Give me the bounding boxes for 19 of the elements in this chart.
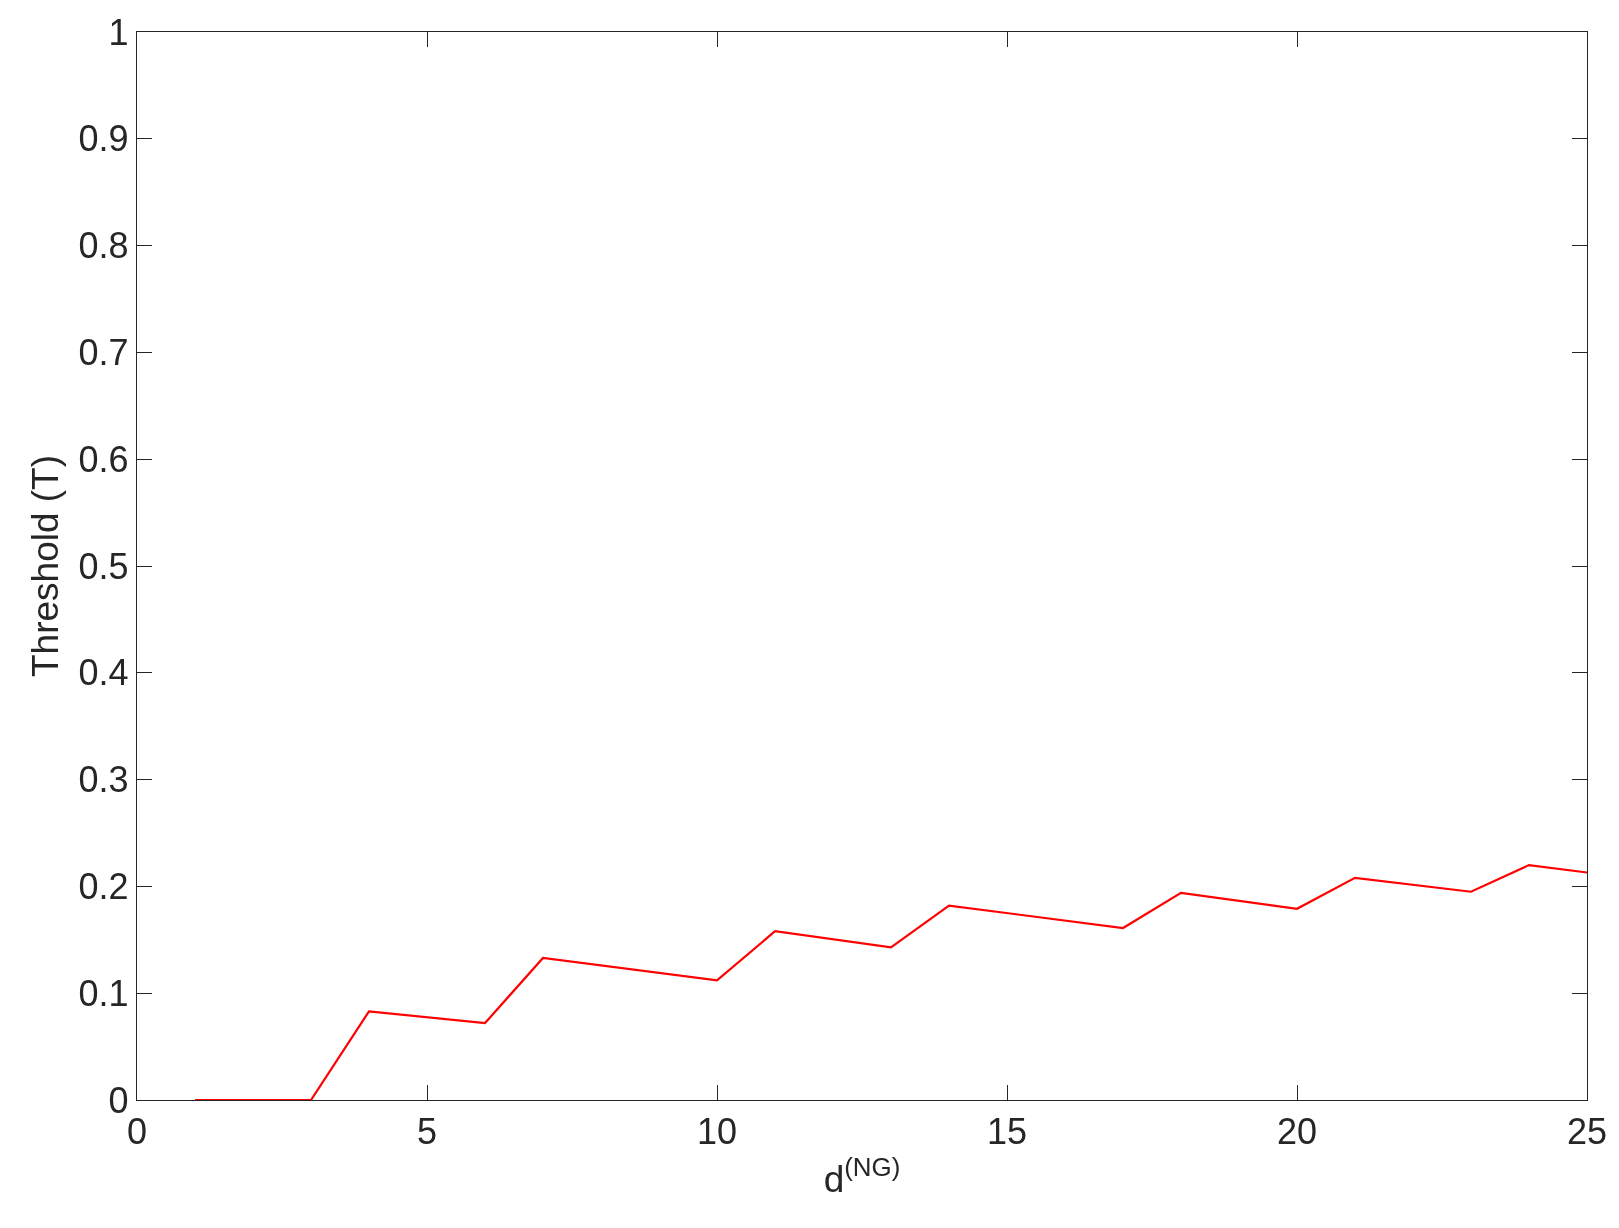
x-tick-label: 15 xyxy=(986,1111,1028,1153)
y-tick-label: 0.6 xyxy=(78,438,129,480)
x-tick-label: 5 xyxy=(416,1111,438,1153)
line-series xyxy=(193,863,1587,1100)
y-tick-label: 0.4 xyxy=(78,652,129,694)
x-tick-label: 25 xyxy=(1566,1111,1608,1153)
x-tick-label: 10 xyxy=(696,1111,738,1153)
y-tick-label: 0.7 xyxy=(78,332,129,373)
x-tick-label: 20 xyxy=(1276,1111,1318,1153)
y-tick-label: 0.9 xyxy=(78,118,129,160)
y-tick-label: 0.3 xyxy=(78,759,129,801)
x-axis-title: d$^{(NG)}$ xyxy=(823,1153,901,1200)
y-axis-title: Threshold (T) xyxy=(25,454,67,678)
y-tick-label: 0.1 xyxy=(78,972,129,1014)
y-tick-label: 0.8 xyxy=(78,225,129,267)
y-tick-label: 1 xyxy=(108,11,129,53)
y-tick-label: 0.5 xyxy=(78,545,129,587)
y-tick-label: 0.2 xyxy=(78,866,129,907)
y-tick-label: 0 xyxy=(108,1079,129,1121)
